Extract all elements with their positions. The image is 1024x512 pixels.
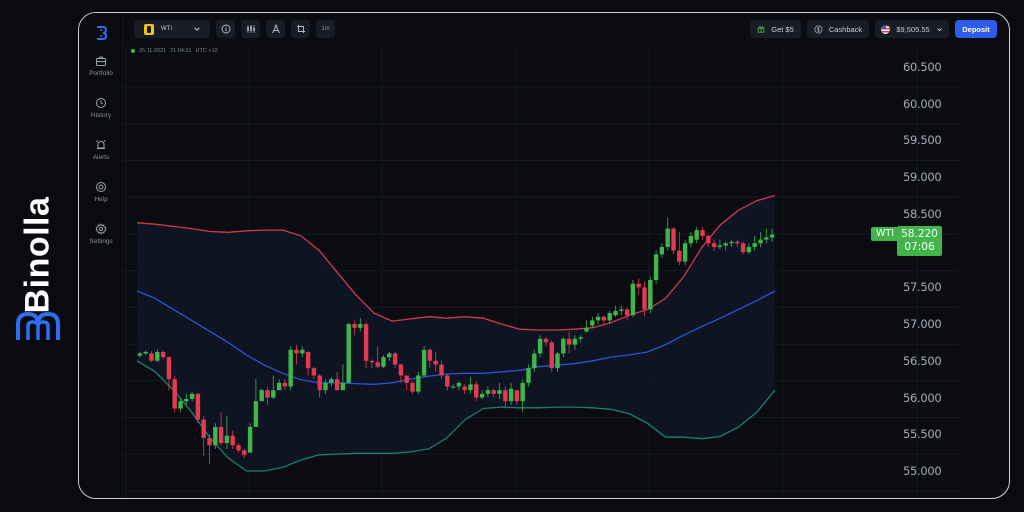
current-price-tag: 58.220 07:06 (897, 226, 942, 256)
price-axis-tick: 56.000 (903, 390, 942, 405)
balance-value: $9,505.55 (896, 24, 930, 34)
get-bonus-label: Get $5 (771, 24, 794, 34)
price-axis-tick: 55.000 (903, 463, 942, 478)
price-chart[interactable] (79, 13, 1010, 499)
sidebar: Portfolio History Alerts Help Settings (79, 13, 123, 498)
price-axis-tick: 57.000 (903, 317, 942, 332)
sidebar-item-settings[interactable]: Settings (79, 223, 123, 257)
info-icon (221, 24, 230, 34)
fullscreen-button[interactable] (291, 20, 310, 38)
sidebar-label: Help (94, 196, 108, 203)
current-price-symbol: WTI (871, 227, 899, 241)
brand-watermark: Binolla (0, 160, 78, 350)
lifebuoy-icon (96, 182, 106, 192)
price-axis-tick: 58.500 (903, 206, 942, 221)
sidebar-label: History (90, 112, 112, 119)
indicators-button[interactable] (241, 20, 260, 38)
current-price-value: 58.220 (901, 228, 938, 240)
trading-window: 60.50060.00059.50059.00058.50058.00057.5… (78, 12, 1010, 499)
cashback-icon (814, 24, 823, 34)
briefcase-icon (96, 56, 106, 66)
sidebar-item-portfolio[interactable]: Portfolio (79, 55, 123, 89)
server-time: 25.11.2021 21:04:31 UTC +10 (131, 48, 218, 54)
cashback-button[interactable]: Cashback (807, 20, 869, 38)
drawing-tools-button[interactable] (266, 20, 285, 38)
binolla-logo-icon (16, 311, 60, 340)
server-date: 25.11.2021 (139, 48, 167, 54)
price-tag-symbol: WTI (876, 228, 894, 239)
top-toolbar: WTI 1m Get $5 Cashback (123, 13, 1009, 47)
us-flag-icon (881, 24, 891, 34)
candle-countdown: 07:06 (904, 241, 935, 253)
app-logo-icon[interactable] (94, 25, 108, 41)
sidebar-label: Settings (89, 238, 113, 245)
price-axis-tick: 59.500 (903, 133, 942, 148)
chevron-down-icon (194, 27, 200, 31)
brand-name: Binolla (18, 196, 57, 314)
price-axis-tick: 60.000 (903, 96, 942, 111)
server-clock: 21:04:31 (170, 48, 192, 54)
price-axis-tick: 59.000 (903, 170, 942, 185)
server-timezone: UTC +10 (195, 48, 218, 54)
timeframe-label: 1m (321, 26, 330, 32)
price-axis-tick: 57.500 (903, 280, 942, 295)
info-button[interactable] (216, 20, 235, 38)
balance-selector[interactable]: $9,505.55 (875, 20, 949, 38)
candlestick-icon (246, 25, 255, 33)
oil-barrel-icon (144, 23, 154, 35)
price-axis-tick: 60.500 (903, 60, 942, 74)
get-bonus-button[interactable]: Get $5 (750, 20, 801, 38)
price-axis-tick: 55.500 (903, 427, 942, 442)
sidebar-label: Alerts (92, 154, 110, 161)
sidebar-item-alerts[interactable]: Alerts (79, 139, 123, 173)
history-clock-icon (96, 98, 106, 108)
timeframe-button[interactable]: 1m (316, 20, 335, 38)
gift-icon (758, 26, 765, 33)
sidebar-label: Portfolio (89, 70, 113, 77)
crop-icon (296, 25, 305, 33)
cashback-label: Cashback (828, 24, 863, 34)
alarm-bell-icon (96, 139, 106, 149)
asset-selector[interactable]: WTI (134, 20, 210, 38)
price-axis-tick: 56.500 (903, 353, 942, 368)
asset-label: WTI (161, 26, 172, 32)
sidebar-item-history[interactable]: History (79, 97, 123, 131)
deposit-button[interactable]: Deposit (955, 20, 997, 38)
chevron-down-icon (936, 27, 942, 31)
gear-icon (95, 223, 107, 235)
deposit-label: Deposit (962, 24, 990, 34)
sidebar-item-help[interactable]: Help (79, 181, 123, 215)
compass-icon (271, 24, 280, 34)
connection-status-icon (131, 49, 135, 53)
